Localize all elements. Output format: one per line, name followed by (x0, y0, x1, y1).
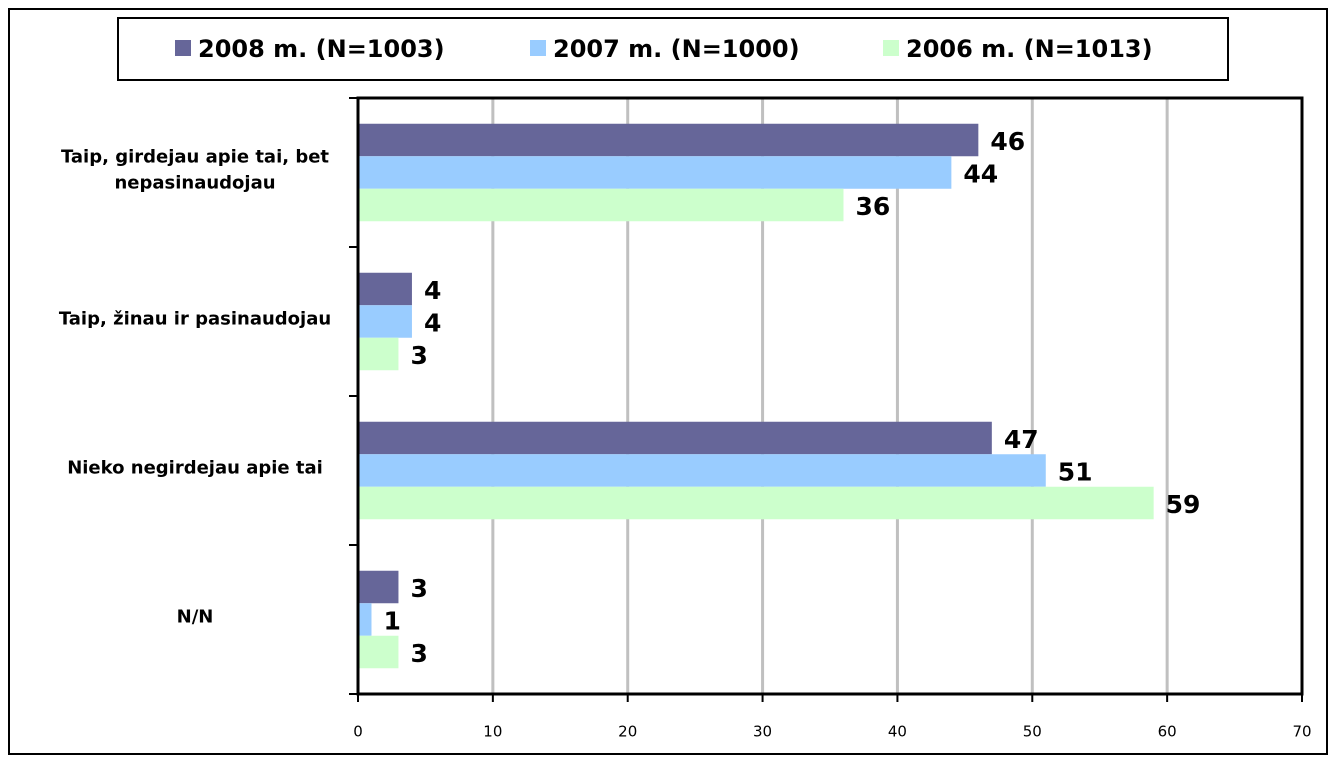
x-tick-label: 20 (618, 723, 637, 741)
category-label: N/N (177, 607, 214, 628)
value-label: 4 (424, 276, 441, 305)
bar (358, 123, 979, 157)
bar (358, 635, 399, 669)
category-label: Nieko negirdejau apie tai (67, 458, 323, 479)
x-tick-label: 0 (353, 723, 363, 741)
value-label: 1 (383, 607, 400, 636)
value-label: 59 (1166, 490, 1201, 519)
bar (358, 570, 399, 604)
legend-swatch (530, 40, 546, 56)
bar (358, 454, 1046, 487)
value-label: 3 (410, 574, 427, 603)
value-label: 4 (424, 309, 441, 338)
x-tick-label: 50 (1023, 723, 1042, 741)
value-label: 3 (410, 639, 427, 668)
legend-label: 2008 m. (N=1003) (198, 35, 445, 63)
value-label: 36 (855, 192, 890, 221)
x-tick-label: 60 (1158, 723, 1177, 741)
x-tick-label: 40 (888, 723, 907, 741)
value-label: 3 (410, 341, 427, 370)
value-label: 51 (1058, 458, 1093, 487)
bar (358, 272, 412, 306)
bar (358, 305, 412, 338)
x-tick-label: 70 (1292, 723, 1311, 741)
value-label: 47 (1004, 425, 1039, 454)
x-tick-label: 30 (753, 723, 772, 741)
category-label: Taip, girdejau apie tai, bet nepasinaudoj… (61, 147, 329, 194)
legend-swatch (883, 40, 899, 56)
value-label: 46 (990, 127, 1025, 156)
bar (358, 188, 844, 222)
legend-box (117, 17, 1229, 81)
category-label: Taip, žinau ir pasinaudojau (59, 309, 331, 330)
bar (358, 156, 952, 189)
legend-label: 2006 m. (N=1013) (906, 35, 1153, 63)
bar (358, 337, 399, 371)
legend-label: 2007 m. (N=1000) (553, 35, 800, 63)
x-tick-label: 10 (483, 723, 502, 741)
bar (358, 421, 992, 455)
bar (358, 603, 372, 636)
plot-border (356, 96, 1304, 696)
legend-swatch (175, 40, 191, 56)
bar (358, 486, 1154, 520)
value-label: 44 (963, 160, 998, 189)
